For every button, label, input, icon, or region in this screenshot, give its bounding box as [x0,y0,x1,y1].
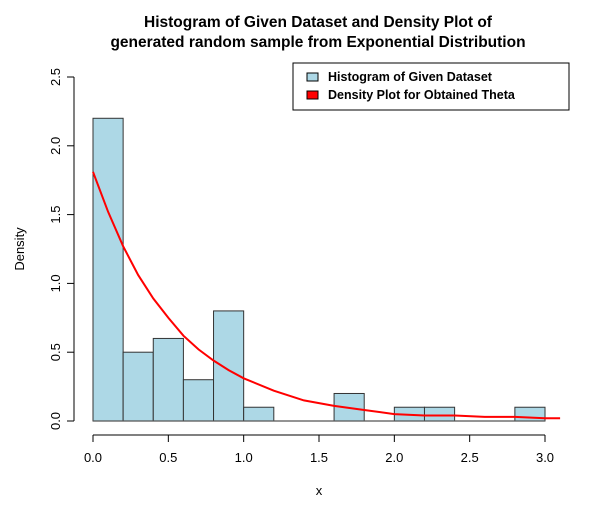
histogram-bar [182,379,215,422]
histogram-bars [92,117,546,422]
y-tick-label: 0.5 [48,343,63,361]
chart-title: Histogram of Given Dataset and Density P… [110,14,525,51]
x-tick-label: 2.5 [461,450,479,465]
x-tick-label: 1.0 [235,450,253,465]
y-tick-label: 2.0 [48,137,63,155]
y-tick-label: 1.0 [48,274,63,292]
chart-title-line-2: generated random sample from Exponential… [110,34,525,51]
x-tick-label: 3.0 [536,450,554,465]
y-tick-label: 0.0 [48,412,63,430]
legend-label-histogram: Histogram of Given Dataset [328,70,493,84]
histogram-bar [122,351,154,422]
legend: Histogram of Given Dataset Density Plot … [292,62,570,111]
x-tick-label: 0.5 [159,450,177,465]
x-axis: 0.0 0.5 1.0 1.5 2.0 2.5 3.0 [84,434,554,465]
histogram-bar [213,310,245,422]
x-tick-label: 0.0 [84,450,102,465]
legend-box [292,62,570,111]
legend-swatch-density [306,90,319,100]
histogram-bar [92,117,124,422]
y-axis-label: Density [12,227,27,271]
legend-swatch-histogram [306,72,319,82]
x-tick-label: 1.5 [310,450,328,465]
y-tick-label: 1.5 [48,206,63,224]
histogram-bar [152,337,184,422]
y-axis: 0.0 0.5 1.0 1.5 2.0 2.5 [48,68,75,430]
y-tick-label: 2.5 [48,68,63,86]
x-axis-label: x [316,483,323,498]
density-curve [92,171,561,420]
chart-title-line-1: Histogram of Given Dataset and Density P… [144,14,493,31]
histogram-bar [423,406,456,422]
x-tick-label: 2.0 [385,450,403,465]
legend-label-density: Density Plot for Obtained Theta [328,88,516,102]
histogram-bar [243,406,275,422]
